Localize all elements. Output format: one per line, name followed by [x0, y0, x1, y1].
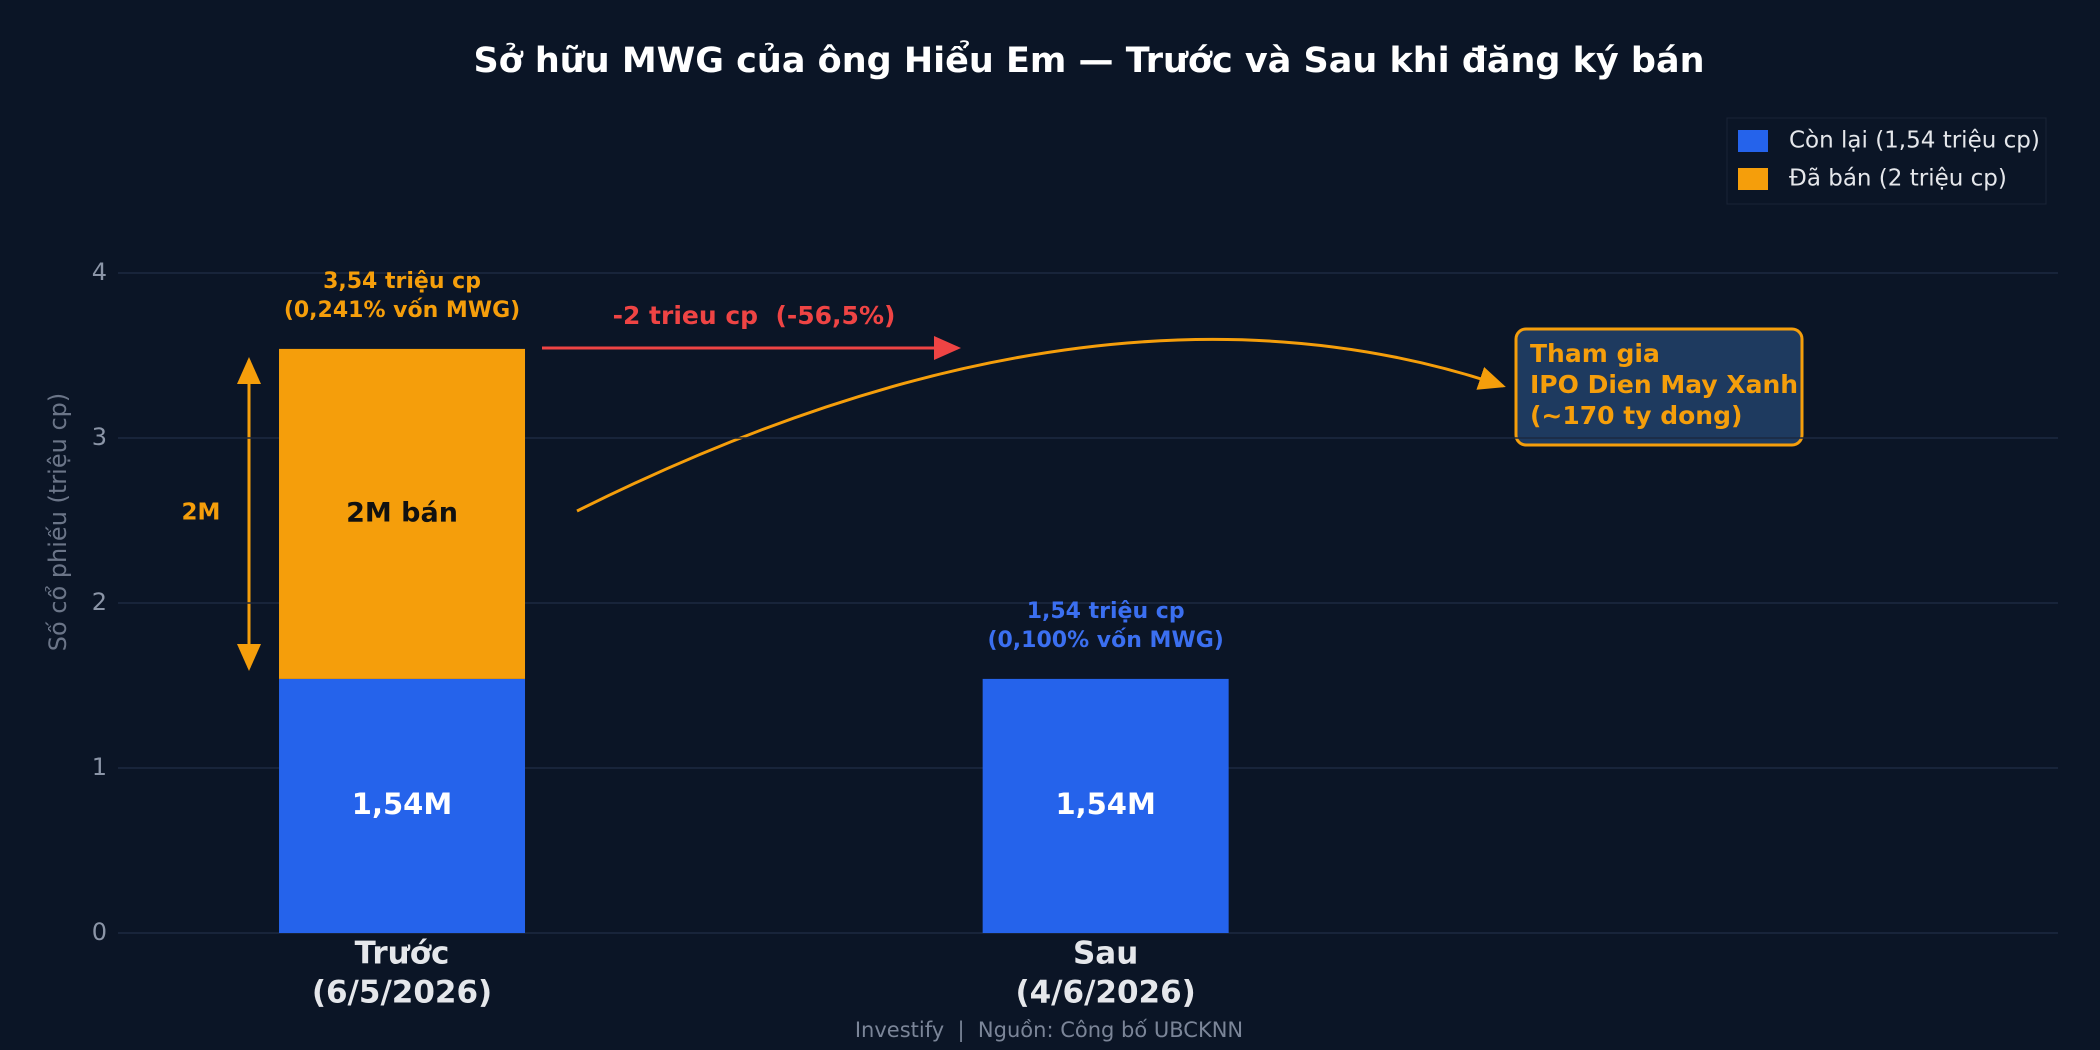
y-tick-label: 1	[92, 753, 107, 781]
callout-text: (~170 ty dong)	[1530, 401, 1742, 430]
footer: Investify | Nguồn: Công bố UBCKNN	[855, 1018, 1243, 1043]
y-tick-label: 3	[92, 423, 107, 451]
change-annotation: -2 trieu cp (-56,5%)	[613, 301, 896, 330]
legend-box	[1726, 117, 2047, 205]
x-tick-label: Trước	[355, 936, 450, 972]
callout-box	[1514, 327, 1804, 447]
y-tick-label: 0	[92, 918, 107, 946]
total-label: 1,54 triệu cp	[1027, 599, 1185, 624]
y-tick-label: 4	[92, 258, 107, 286]
bar-segment	[982, 678, 1229, 933]
bar-segment	[279, 348, 526, 679]
y-tick-label: 2	[92, 588, 107, 616]
legend-swatch	[1738, 168, 1768, 190]
value-label: 2M bán	[346, 497, 458, 528]
value-label: 1,54M	[1055, 787, 1155, 821]
chart-title: Sở hữu MWG của ông Hiểu Em — Trước và Sa…	[473, 39, 1704, 81]
legend-label: Đã bán (2 triệu cp)	[1789, 166, 2007, 192]
total-label: (0,241% vốn MWG)	[284, 298, 520, 323]
callout-text: IPO Dien May Xanh	[1530, 370, 1798, 399]
total-label: (0,100% vốn MWG)	[987, 628, 1223, 653]
legend-swatch	[1738, 130, 1768, 152]
curved-arrow	[576, 337, 1506, 513]
x-tick-date: (6/5/2026)	[312, 975, 492, 1011]
total-label: 3,54 triệu cp	[323, 269, 481, 294]
y-axis-label: Số cổ phiếu (triệu cp)	[44, 393, 72, 651]
x-tick-date: (4/6/2026)	[1015, 975, 1195, 1011]
bar-segment	[279, 678, 526, 933]
x-tick-label: Sau	[1073, 936, 1138, 972]
legend-label: Còn lại (1,54 triệu cp)	[1789, 128, 2040, 154]
value-label: 1,54M	[352, 787, 452, 821]
sold-annotation: 2M	[182, 500, 221, 526]
callout-text: Tham gia	[1530, 339, 1660, 368]
